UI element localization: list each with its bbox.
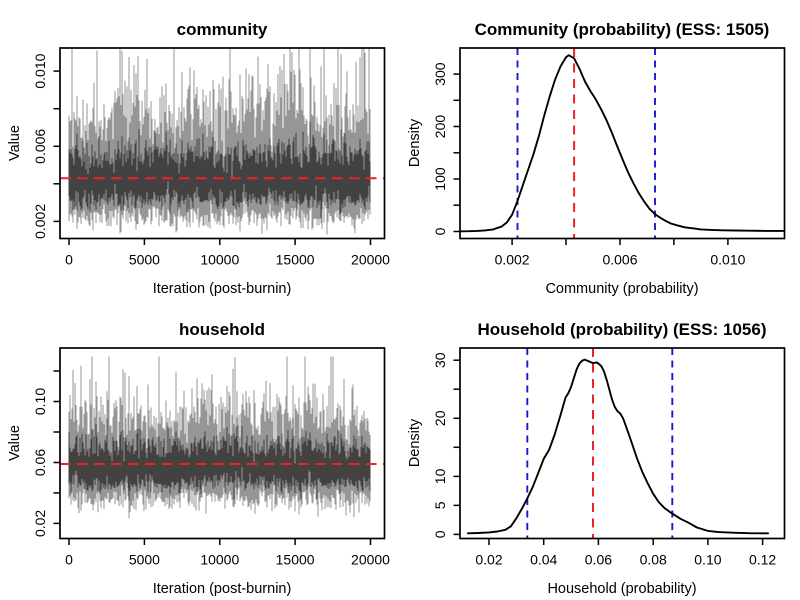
y-tick-label: 200 [432, 115, 448, 139]
y-tick-label: 0.06 [32, 449, 48, 476]
density-household-chart: Household (probability) (ESS: 1056) Hous… [407, 320, 786, 597]
panel-trace-household: household Iteration (post-burnin) Value … [0, 300, 400, 600]
x-axis-title: Iteration (post-burnin) [153, 581, 292, 597]
y-axis-title: Density [407, 418, 423, 467]
y-axis-title: Value [7, 425, 23, 461]
x-tick-label: 10000 [200, 552, 239, 568]
y-tick-label: 10 [432, 468, 448, 484]
plot-box [59, 347, 386, 540]
x-axis-title: Household (probability) [547, 581, 696, 597]
x-tick-label: 0 [65, 252, 73, 268]
y-axis-title: Value [7, 125, 23, 161]
x-tick-label: 5000 [129, 552, 160, 568]
plot-box [459, 347, 786, 540]
y-tick-label: 0 [432, 530, 448, 538]
density-curve [459, 54, 786, 233]
density-community-chart: Community (probability) (ESS: 1505) Comm… [407, 20, 786, 297]
x-axis-title: Community (probability) [545, 281, 698, 297]
y-tick-label: 0.010 [32, 53, 48, 88]
trace-household-chart: household Iteration (post-burnin) Value … [7, 320, 390, 597]
x-tick-label: 0.10 [694, 552, 721, 568]
y-tick-label: 0.006 [32, 129, 48, 164]
chart-title: household [179, 320, 265, 339]
plot-area-density-household: 0.02 0.04 0.06 0.08 0.10 0.12 0 5 10 20 30 [432, 347, 786, 568]
panel-density-community: Community (probability) (ESS: 1505) Comm… [400, 0, 800, 300]
x-axis-title: Iteration (post-burnin) [153, 281, 292, 297]
y-tick-label: 20 [432, 410, 448, 426]
panel-trace-community: community Iteration (post-burnin) Value … [0, 0, 400, 300]
x-tick-label: 0.002 [495, 252, 530, 268]
plot-box [459, 47, 786, 240]
plot-area-trace-household: 0 5000 10000 15000 20000 0.02 0.06 0.10 [32, 347, 390, 568]
x-tick-label: 0.06 [585, 552, 612, 568]
x-tick-label: 15000 [276, 252, 315, 268]
x-tick-label: 15000 [276, 552, 315, 568]
plot-area-trace-community: 0 5000 10000 15000 20000 0.002 0.006 0.010 [32, 47, 390, 268]
x-tick-label: 0.010 [710, 252, 745, 268]
x-tick-label: 0.006 [602, 252, 637, 268]
y-tick-label: 0.02 [32, 510, 48, 537]
y-tick-label: 30 [432, 352, 448, 368]
plot-box [59, 47, 386, 240]
plot-area-density-community: 0.002 0.006 0.010 0 100 200 300 [432, 47, 786, 268]
y-tick-label: 0.10 [32, 388, 48, 415]
y-axis-title: Density [407, 118, 423, 167]
y-tick-label: 0.002 [32, 204, 48, 239]
y-tick-label: 5 [432, 501, 448, 509]
trace-line [68, 48, 371, 235]
y-tick-label: 300 [432, 62, 448, 86]
x-tick-label: 0.02 [475, 552, 502, 568]
y-tick-label: 0 [432, 227, 448, 235]
x-tick-label: 0.08 [640, 552, 667, 568]
x-tick-label: 5000 [129, 252, 160, 268]
chart-title: Community (probability) (ESS: 1505) [475, 20, 770, 39]
x-tick-label: 0 [65, 552, 73, 568]
x-tick-label: 0.04 [530, 552, 557, 568]
y-tick-label: 100 [432, 167, 448, 191]
chart-title: community [177, 20, 268, 39]
trace-community-chart: community Iteration (post-burnin) Value … [7, 20, 390, 297]
x-tick-label: 0.12 [749, 552, 776, 568]
density-curve [466, 358, 770, 535]
x-tick-label: 20000 [351, 552, 390, 568]
chart-title: Household (probability) (ESS: 1056) [477, 320, 766, 339]
panel-density-household: Household (probability) (ESS: 1056) Hous… [400, 300, 800, 600]
x-tick-label: 20000 [351, 252, 390, 268]
trace-line [68, 356, 371, 519]
x-tick-label: 10000 [200, 252, 239, 268]
